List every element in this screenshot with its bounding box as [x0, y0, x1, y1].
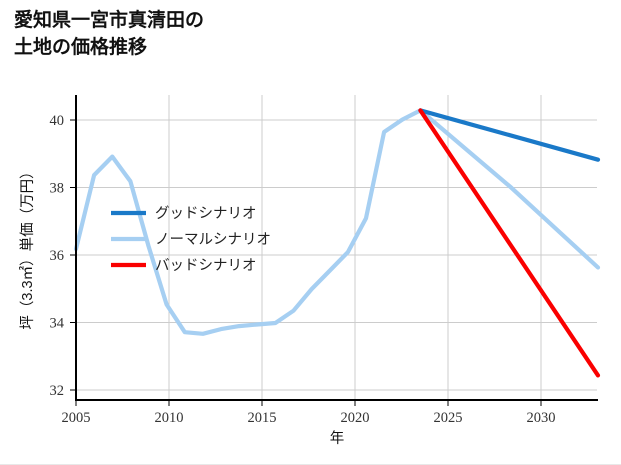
- y-axis-ticks: [70, 119, 76, 391]
- page-title: 愛知県一宮市真清田の 土地の価格推移: [14, 10, 205, 58]
- x-tick-label: 2005: [62, 410, 91, 426]
- legend-label-bad: バッドシナリオ: [155, 258, 257, 274]
- legend-label-good: グッドシナリオ: [155, 205, 257, 222]
- y-tick-label: 38: [50, 181, 65, 197]
- x-tick-label: 2020: [341, 410, 370, 426]
- x-axis-ticks: [75, 400, 542, 406]
- x-axis-tick-labels: 2005 2010 2015 2020 2025 2030: [62, 410, 556, 426]
- vertical-gridlines: [75, 95, 542, 400]
- axis-spines: [75, 95, 598, 401]
- y-tick-label: 32: [50, 383, 65, 399]
- x-axis-title: 年: [330, 430, 345, 447]
- series-line-bad: [418, 108, 601, 378]
- y-axis-title: 坪（3.3㎡）単価（万円）: [19, 164, 36, 329]
- legend-label-normal: ノーマルシナリオ: [155, 232, 271, 248]
- x-tick-label: 2030: [527, 410, 556, 426]
- x-tick-label: 2015: [248, 410, 277, 426]
- y-tick-label: 34: [50, 316, 65, 332]
- series-line-normal: [73, 108, 601, 336]
- y-axis-tick-labels: 32 34 36 38 40: [50, 113, 65, 399]
- y-tick-label: 36: [50, 248, 65, 264]
- chart-legend: グッドシナリオ ノーマルシナリオ バッドシナリオ: [111, 205, 271, 274]
- x-tick-label: 2010: [155, 410, 184, 426]
- series-line-good: [418, 108, 601, 162]
- y-tick-label: 40: [50, 113, 65, 129]
- x-tick-label: 2025: [434, 410, 463, 426]
